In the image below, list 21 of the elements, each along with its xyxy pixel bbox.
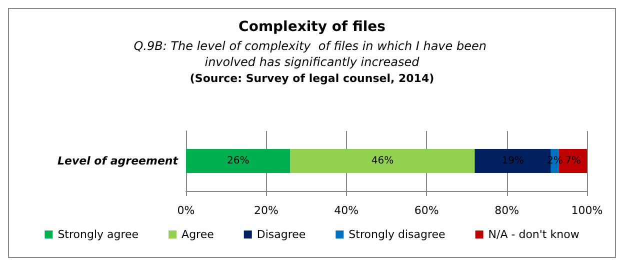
legend-label: Agree: [182, 228, 214, 241]
x-tick-label: 20%: [254, 204, 278, 217]
legend-label: Strongly agree: [58, 228, 139, 241]
bar: [186, 149, 290, 173]
chart-title: Complexity of files: [238, 19, 386, 35]
x-tick-label: 0%: [177, 204, 195, 217]
legend-label: Disagree: [256, 228, 306, 241]
text: (Source: Survey of legal counsel, 2014): [190, 72, 434, 85]
data-label: 19%: [502, 156, 524, 166]
x-tick-label: 80%: [494, 204, 520, 217]
legend-label: Strongly disagree: [348, 228, 446, 241]
x-tick-label: 40%: [334, 204, 359, 217]
chart-subtitle: Q.9B: The level of complexity of files in which I have been involved has significantly increased: [134, 39, 490, 69]
legend-label: N/A - don't know: [488, 228, 580, 241]
bar: [290, 149, 475, 173]
data-label: 46%: [371, 156, 394, 166]
x-tick-label: 60%: [414, 204, 439, 217]
data-label: 26%: [227, 156, 250, 166]
x-tick-label: 100%: [571, 204, 603, 217]
data-label: 7%: [565, 156, 581, 166]
y-tick-label: Level of agreement: [57, 154, 179, 168]
